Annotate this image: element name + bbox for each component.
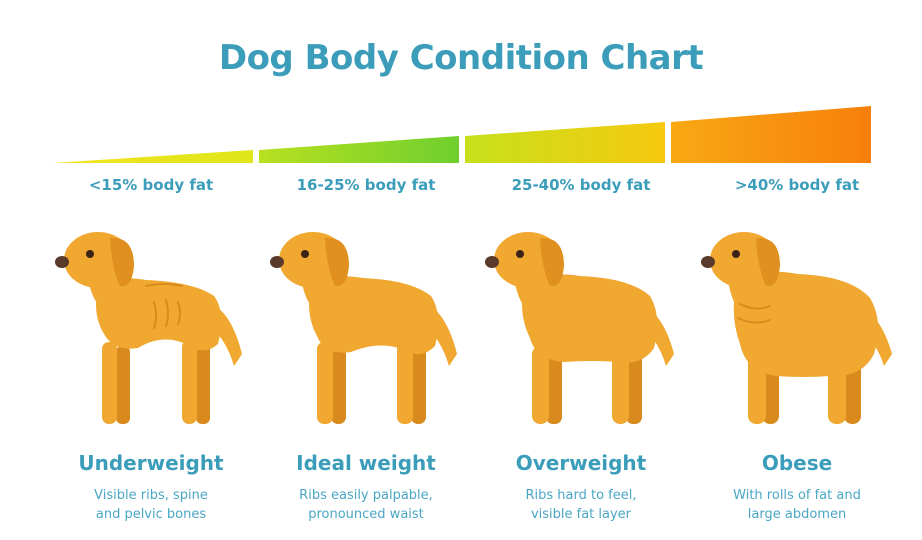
condition-underweight: <15% body fat Underweight Visible ribs, … [46, 0, 256, 540]
fat-range-label: <15% body fat [88, 176, 214, 194]
category-description: Ribs easily palpable, pronounced waist [261, 486, 471, 524]
ideal-weight-dog-illustration [270, 232, 457, 424]
scale-segment-1 [52, 150, 253, 163]
condition-ideal-weight: 16-25% body fat Ideal weight Ribs easily… [261, 0, 471, 540]
category-description: Ribs hard to feel, visible fat layer [476, 486, 686, 524]
overweight-dog-illustration [485, 232, 674, 424]
category-label: Underweight [78, 451, 224, 475]
description-line: large abdomen [747, 507, 847, 522]
description-line: With rolls of fat and [733, 488, 861, 503]
scale-segment-2 [259, 136, 459, 163]
scale-segment-3 [465, 122, 665, 163]
page-title: Dog Body Condition Chart [218, 38, 704, 78]
description-line: visible fat layer [530, 507, 632, 522]
obese-dog-illustration [701, 232, 892, 424]
fat-range-label: 16-25% body fat [296, 176, 436, 194]
scale-segment-4 [671, 106, 871, 163]
category-label: Overweight [515, 451, 647, 475]
description-line: and pelvic bones [95, 507, 207, 522]
condition-overweight: 25-40% body fat Overweight Ribs hard to … [476, 0, 686, 540]
description-line: Ribs hard to feel, [525, 488, 637, 503]
underweight-dog-illustration [55, 232, 242, 424]
category-label: Ideal weight [296, 451, 436, 475]
category-label: Obese [761, 451, 833, 475]
condition-obese: >40% body fat Obese With rolls of fat an… [692, 0, 902, 540]
category-description: Visible ribs, spine and pelvic bones [46, 486, 256, 524]
description-line: Visible ribs, spine [94, 488, 208, 503]
category-description: With rolls of fat and large abdomen [692, 486, 902, 524]
description-line: Ribs easily palpable, [299, 488, 433, 503]
description-line: pronounced waist [308, 507, 424, 522]
body-fat-scale-bar [52, 106, 871, 163]
fat-range-label: >40% body fat [734, 176, 860, 194]
fat-range-label: 25-40% body fat [511, 176, 651, 194]
